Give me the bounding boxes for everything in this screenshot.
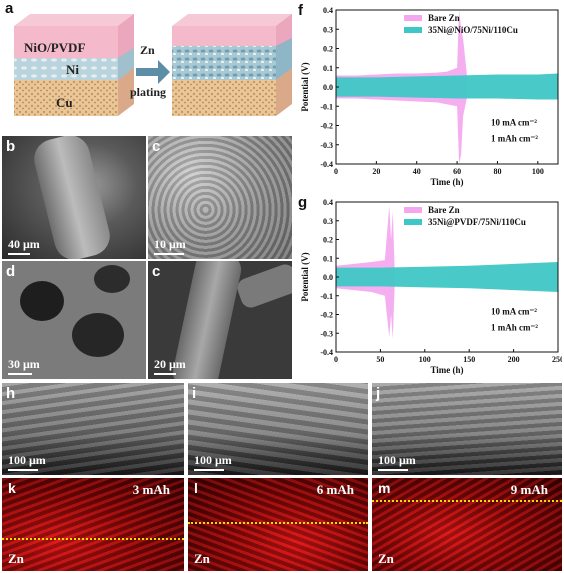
panel-label-j: j (376, 385, 381, 402)
legend-swatch (404, 207, 422, 213)
x-tick-label: 100 (419, 355, 431, 364)
x-tick-label: 100 (532, 167, 544, 176)
x-tick-label: 80 (493, 167, 501, 176)
scale-bar-c-bottom: 20 μm (154, 357, 186, 375)
legend-label: 35Ni@PVDF/75Ni/110Cu (428, 217, 526, 227)
x-tick-label: 40 (413, 167, 421, 176)
y-tick-label: 0.1 (323, 64, 333, 73)
chart-annotation: 10 mA cm⁻² (491, 118, 537, 128)
panel-label-m: m (378, 480, 391, 496)
legend-swatch (404, 15, 422, 21)
capacity-label-l: 6 mAh (316, 482, 354, 497)
element-label-l: Zn (194, 551, 210, 566)
legend-label: Bare Zn (428, 13, 460, 23)
panel-label-a: a (5, 0, 14, 17)
legend-swatch (404, 219, 422, 225)
y-tick-label: 0.3 (323, 25, 333, 34)
x-tick-label: 150 (463, 355, 475, 364)
plating-arrow-icon (136, 60, 170, 84)
panel-label-l: l (194, 480, 198, 496)
y-tick-label: 0.0 (323, 273, 333, 282)
chart-g: -0.4 -0.3 -0.2 -0.1 0.0 0.1 0.2 0.3 0.4 0 50 100 150… (300, 198, 562, 375)
y-tick-label: 0.1 (323, 254, 333, 263)
eds-map-m: m 9 mAh Zn (372, 478, 562, 571)
chart-annotation: 10 mA cm⁻² (491, 307, 537, 317)
y-tick-label: 0.4 (323, 198, 333, 207)
chart-annotation: 1 mAh cm⁻² (491, 323, 538, 333)
y-axis-label: Potential (V) (300, 252, 310, 301)
layer-label-ni: Ni (66, 62, 79, 77)
legend-label: 35Ni@NiO/75Ni/110Cu (428, 25, 518, 35)
element-label-m: Zn (378, 551, 394, 566)
eds-map-l: l 6 mAh Zn (188, 478, 368, 571)
y-tick-label: -0.2 (320, 122, 333, 131)
arrow-label-plating: plating (130, 85, 166, 99)
scale-bar-c-top: 10 μm (154, 237, 186, 255)
sem-image-b: b 40 μm (2, 136, 146, 259)
sem-image-d: d 30 μm (2, 261, 146, 379)
legend-swatch (404, 27, 422, 33)
sem-cross-section-i: i 100 μm (188, 383, 368, 475)
x-tick-label: 20 (372, 167, 380, 176)
sem-image-e: c 20 μm (148, 261, 292, 379)
chart-f: -0.4 -0.3 -0.2 -0.1 0.0 0.1 0.2 0.3 0.4 0 20 40 60 80… (300, 6, 559, 187)
y-tick-label: -0.4 (320, 348, 333, 357)
layer-label-nio: NiO/PVDF (24, 40, 85, 55)
y-tick-label: -0.2 (320, 311, 333, 320)
y-tick-label: -0.1 (320, 102, 333, 111)
panel-label-f: f (298, 2, 303, 19)
panel-label-i: i (192, 385, 197, 402)
y-tick-label: -0.3 (320, 141, 333, 150)
scale-bar-i: 100 μm (194, 453, 232, 471)
interface-line-l (188, 522, 368, 524)
y-tick-label: 0.3 (323, 217, 333, 226)
panel-label-h: h (6, 385, 16, 402)
capacity-label-m: 9 mAh (510, 482, 548, 497)
scale-bar-h: 100 μm (8, 453, 46, 471)
x-tick-label: 200 (508, 355, 520, 364)
legend-label: Bare Zn (428, 205, 460, 215)
schematic-right-block (172, 14, 292, 116)
panel-label-d: d (6, 263, 16, 280)
interface-line-k (2, 538, 184, 540)
x-tick-label: 0 (334, 355, 338, 364)
x-tick-label: 60 (453, 167, 461, 176)
sem-image-c-top: c 10 μm (148, 136, 292, 259)
panel-label-c-bottom: c (152, 263, 161, 280)
y-tick-label: -0.1 (320, 292, 333, 301)
capacity-label-k: 3 mAh (132, 482, 170, 497)
panel-label-g: g (298, 194, 308, 211)
scale-bar-d: 30 μm (8, 357, 40, 375)
interface-line-m (372, 500, 562, 502)
schematic-left-block (14, 14, 134, 116)
panel-label-k: k (8, 480, 16, 496)
chart-annotation: 1 mAh cm⁻² (491, 134, 538, 144)
y-tick-label: 0.2 (323, 45, 333, 54)
schematic-diagram: NiO/PVDF Ni Cu Zn plating (14, 14, 292, 116)
x-tick-label: 50 (376, 355, 384, 364)
scale-bar-b: 40 μm (8, 237, 40, 255)
series-band-1 (336, 73, 558, 100)
sem-cross-section-j: j 100 μm (372, 383, 562, 475)
x-tick-label: 0 (334, 167, 338, 176)
x-tick-label: 250 (552, 355, 562, 364)
sem-cross-section-h: h 100 μm (2, 383, 184, 475)
series-band-1 (336, 262, 558, 292)
y-tick-label: 0.2 (323, 236, 333, 245)
layer-label-cu: Cu (56, 95, 73, 110)
eds-map-k: k 3 mAh Zn (2, 478, 184, 571)
y-axis-label: Potential (V) (300, 62, 310, 111)
x-axis-label: Time (h) (430, 365, 463, 375)
element-label-k: Zn (8, 551, 24, 566)
y-tick-label: 0.4 (323, 6, 333, 15)
x-axis-label: Time (h) (430, 177, 463, 187)
y-tick-label: -0.3 (320, 329, 333, 338)
arrow-label-zn: Zn (140, 43, 155, 57)
panel-label-c-top: c (152, 138, 161, 155)
y-tick-label: -0.4 (320, 160, 333, 169)
panel-label-b: b (6, 138, 16, 155)
scale-bar-j: 100 μm (378, 453, 416, 471)
y-tick-label: 0.0 (323, 83, 333, 92)
